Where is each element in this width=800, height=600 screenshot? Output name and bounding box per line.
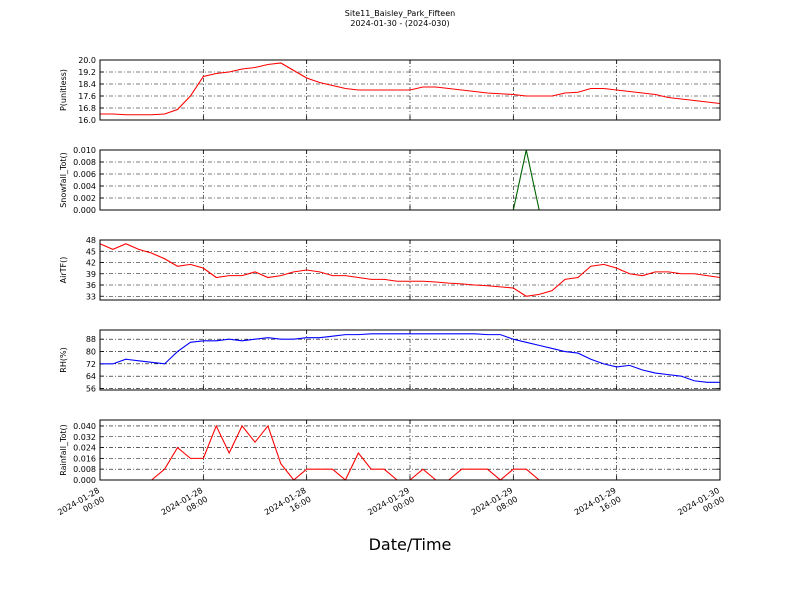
y-tick-label: 0.016 xyxy=(73,454,96,463)
x-tick-label: 2024-01-2916:00 xyxy=(573,486,623,526)
y-tick-label: 64 xyxy=(86,372,96,381)
y-tick-label: 36 xyxy=(86,281,96,290)
y-tick-label: 0.000 xyxy=(73,476,96,485)
y-tick-label: 42 xyxy=(86,259,96,268)
data-line xyxy=(99,243,721,297)
y-tick-label: 16.8 xyxy=(78,104,96,113)
y-tick-label: 19.2 xyxy=(78,68,96,77)
y-tick-label: 17.6 xyxy=(78,92,96,101)
y-axis-label: AirTF() xyxy=(59,257,68,284)
y-tick-label: 88 xyxy=(86,335,96,344)
x-tick-label: 2024-01-2908:00 xyxy=(470,486,520,526)
y-axis-label: Rainfall_Tot() xyxy=(59,424,68,476)
y-tick-label: 56 xyxy=(86,384,96,393)
y-tick-label: 0.004 xyxy=(73,182,96,191)
x-tick-label: 2024-01-2808:00 xyxy=(160,486,210,526)
y-tick-label: 72 xyxy=(86,360,96,369)
y-tick-label: 0.010 xyxy=(73,146,96,155)
y-tick-label: 80 xyxy=(86,348,96,357)
y-tick-label: 39 xyxy=(86,270,96,279)
y-tick-label: 0.008 xyxy=(73,158,96,167)
y-tick-label: 48 xyxy=(86,236,96,245)
y-tick-label: 45 xyxy=(86,247,96,256)
x-tick-label: 2024-01-2900:00 xyxy=(366,486,416,526)
data-line xyxy=(100,333,720,383)
y-axis-label: Snowfall_Tot() xyxy=(59,152,68,208)
plot-frame xyxy=(99,419,721,481)
y-tick-label: 20.0 xyxy=(78,56,96,65)
data-line xyxy=(100,62,721,116)
x-tick-label: 2024-01-3000:00 xyxy=(676,486,726,526)
plot-frame xyxy=(99,59,721,121)
chart-subtitle: 2024-01-30 - (2024-030) xyxy=(350,19,449,28)
y-tick-label: 33 xyxy=(86,292,96,301)
x-tick-label: 2024-01-2800:00 xyxy=(56,486,106,526)
y-tick-label: 16.0 xyxy=(78,116,96,125)
y-tick-label: 0.040 xyxy=(73,422,96,431)
y-tick-label: 0.002 xyxy=(73,194,96,203)
chart-title: Site11_Baisley_Park_Fifteen xyxy=(345,9,455,18)
x-tick-label: 2024-01-2816:00 xyxy=(263,486,313,526)
y-tick-label: 18.4 xyxy=(78,80,96,89)
y-tick-label: 0.008 xyxy=(73,465,96,474)
plot-frame xyxy=(99,239,721,301)
y-tick-label: 0.006 xyxy=(73,170,96,179)
y-axis-label: RH(%) xyxy=(59,347,68,372)
y-axis-label: P(unitless) xyxy=(59,69,68,111)
y-tick-label: 0.000 xyxy=(73,206,96,215)
plot-frame xyxy=(99,149,721,211)
x-axis-label: Date/Time xyxy=(369,535,452,554)
y-tick-label: 0.024 xyxy=(73,444,96,453)
y-tick-label: 0.032 xyxy=(73,433,96,442)
plot-frame xyxy=(99,329,721,391)
